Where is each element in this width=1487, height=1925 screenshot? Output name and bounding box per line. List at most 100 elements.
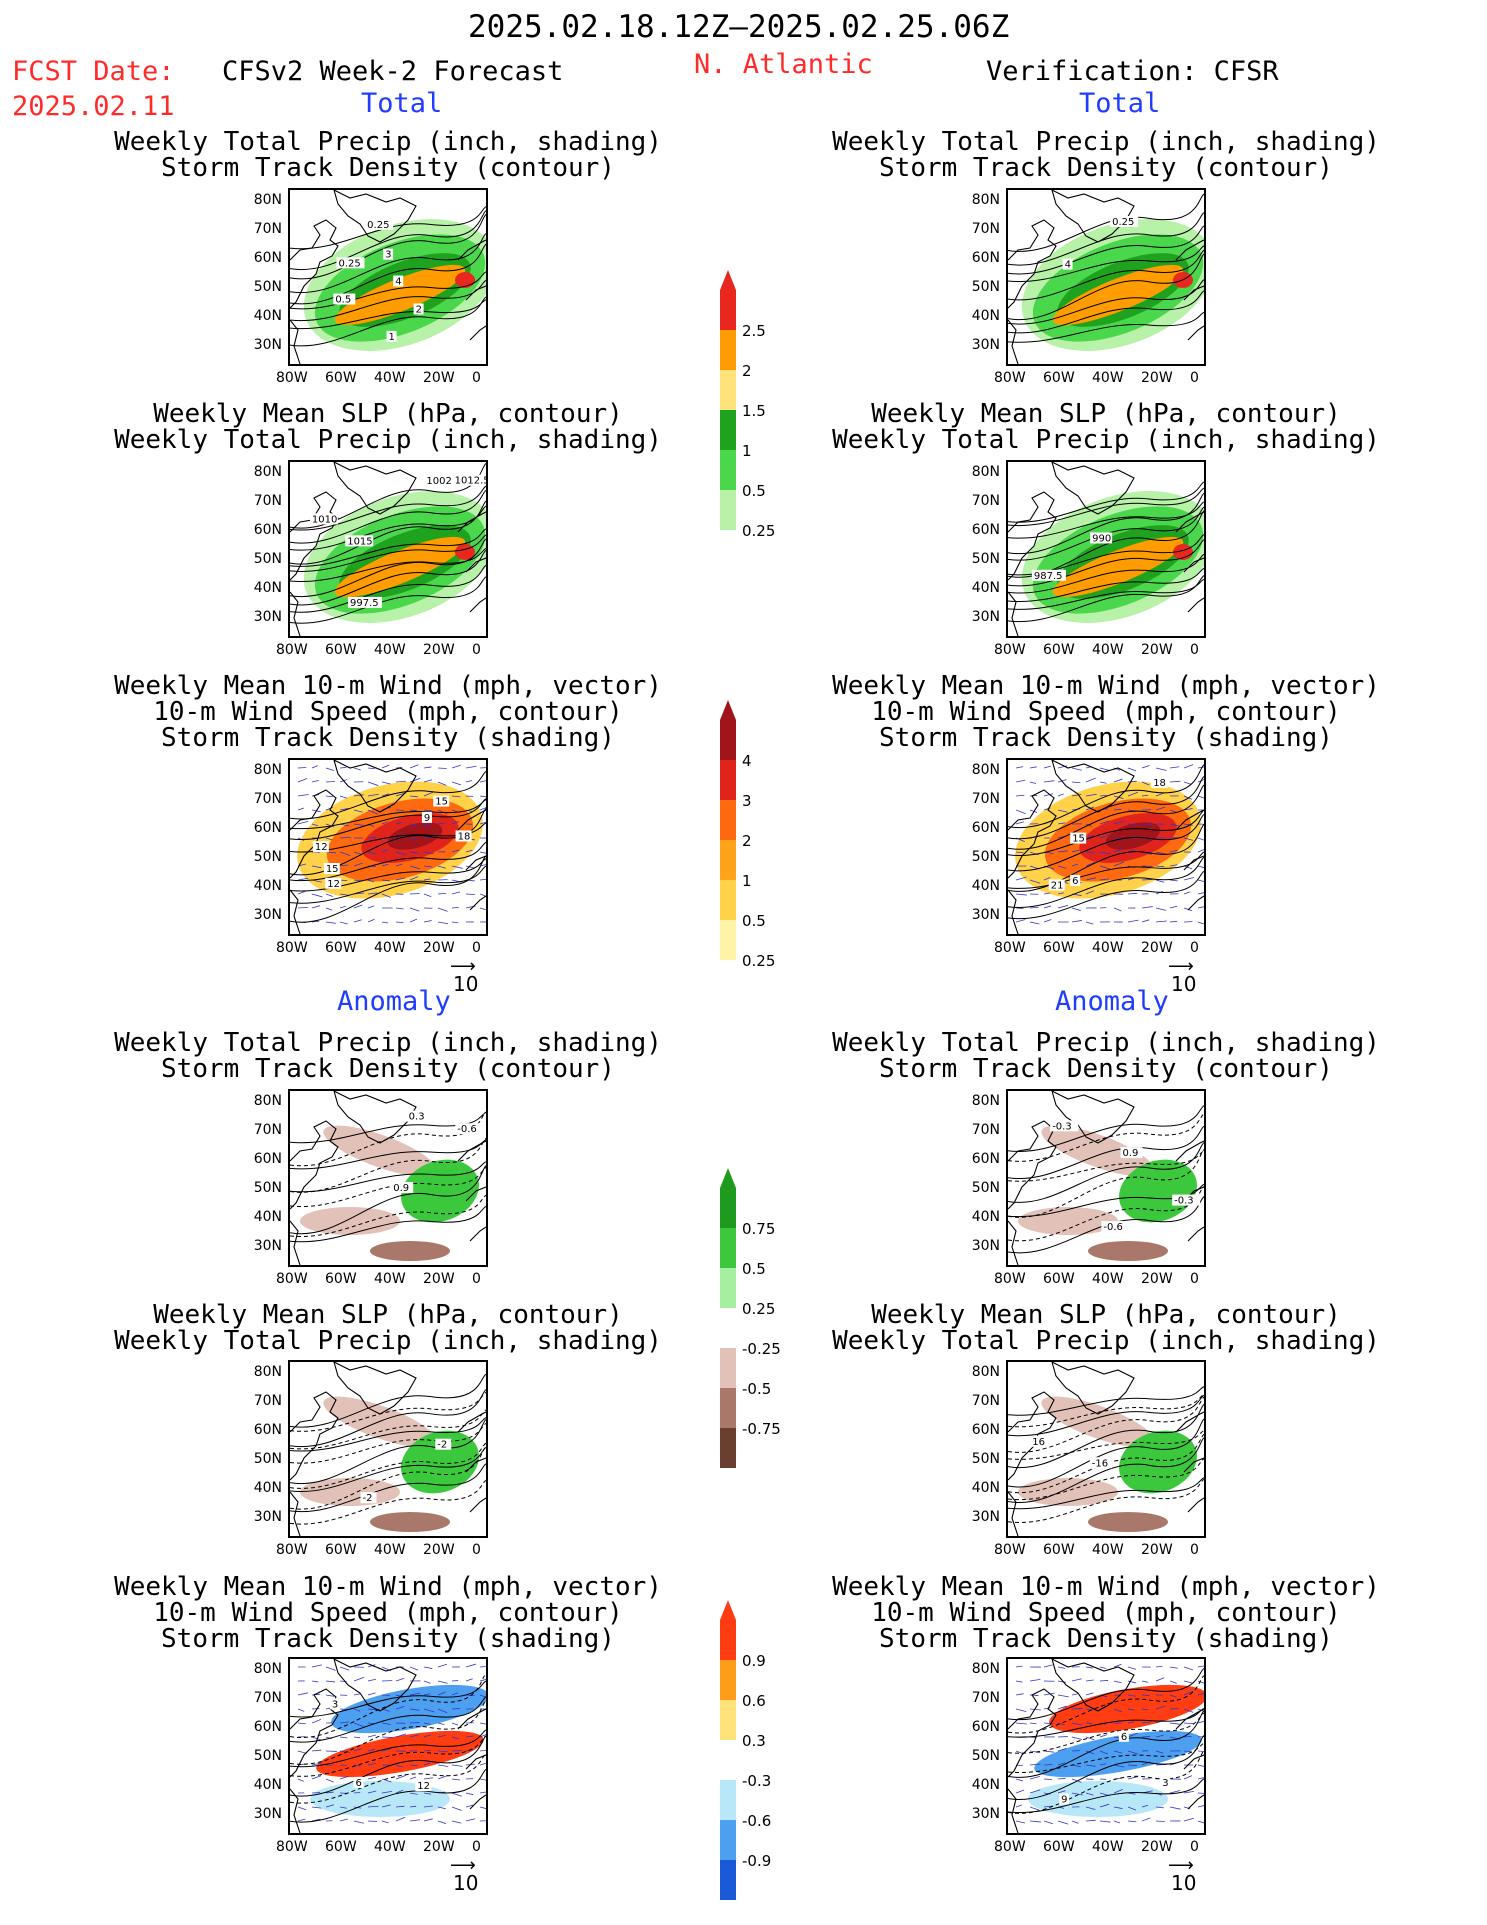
- latitude-tick-label: 40N: [971, 308, 1000, 324]
- wind-vector: [479, 878, 486, 881]
- colorbar: [720, 1168, 736, 1472]
- latitude-tick-label: 30N: [971, 1509, 1000, 1525]
- wind-vector: [1197, 1777, 1204, 1780]
- contour-line: [1008, 809, 1204, 857]
- longitude-tick-label: 0: [1190, 1271, 1199, 1287]
- wind-vector: [311, 1818, 321, 1822]
- contour-label: 0.25: [367, 220, 389, 231]
- longitude-tick-label: 40W: [1092, 1271, 1124, 1287]
- map-panel: -2 -2: [288, 1360, 488, 1538]
- wind-vector: [1197, 837, 1204, 841]
- wind-vector: [395, 821, 403, 825]
- wind-vector: [465, 1678, 473, 1682]
- wind-vector: [325, 1680, 336, 1683]
- contour-label: 3: [332, 1699, 338, 1710]
- coastline: [1175, 239, 1204, 341]
- wind-vector: [381, 863, 389, 867]
- wind-vector: [325, 907, 333, 911]
- wind-vector: [1127, 1666, 1136, 1670]
- longitude-tick-label: 0: [472, 370, 481, 386]
- contour-line: [1008, 1418, 1204, 1488]
- latitude-tick-label: 50N: [253, 1748, 282, 1764]
- wind-vector: [367, 1678, 377, 1682]
- coastline: [457, 1411, 486, 1513]
- wind-vector: [381, 849, 388, 853]
- wind-vector: [1197, 795, 1204, 799]
- coastline: [1175, 809, 1204, 911]
- wind-vector: [1113, 821, 1124, 825]
- coastline: [290, 219, 339, 309]
- wind-vector: [325, 1666, 336, 1671]
- contour-label: 0.3: [409, 1112, 425, 1123]
- colorbar-segment: [720, 330, 736, 370]
- map-panel: 0.25 4: [1006, 188, 1206, 366]
- coastline: [1175, 1708, 1204, 1810]
- wind-vector: [1127, 1732, 1138, 1738]
- wind-vector: [353, 1736, 361, 1739]
- precip-anomaly-shading: [1119, 1159, 1197, 1223]
- longitude-tick-label: 20W: [423, 1839, 455, 1855]
- coastline: [290, 889, 301, 934]
- wind-vector: [479, 795, 486, 798]
- contour-line: [1008, 1393, 1204, 1428]
- contour-line: [1008, 1458, 1204, 1501]
- longitude-tick-label: 40W: [1092, 642, 1124, 658]
- contour-line: [290, 1680, 486, 1718]
- colorbar-segment: [720, 880, 736, 920]
- wind-vector: [1141, 1721, 1152, 1724]
- contour-label-bg: [435, 1438, 452, 1450]
- longitude-tick-label: 40W: [374, 1542, 406, 1558]
- wind-vector: [1043, 793, 1054, 797]
- wind-vector: [353, 851, 362, 855]
- wind-vector: [297, 1722, 306, 1725]
- map-panel: -0.6 0.9 0.3: [288, 1089, 488, 1267]
- wind-vector: [1057, 905, 1069, 909]
- wind-vector: [451, 821, 460, 825]
- colorbar-segment: [720, 1308, 736, 1348]
- wind-vector: [1127, 1750, 1139, 1755]
- wind-vector: [395, 1733, 407, 1738]
- wind-vector: [297, 1806, 307, 1811]
- wind-vector: [451, 849, 460, 853]
- wind-vector: [1029, 1775, 1040, 1780]
- longitude-tick-label: 40W: [374, 940, 406, 956]
- colorbar-segment: [720, 920, 736, 960]
- latitude-tick-label: 80N: [971, 1093, 1000, 1109]
- wind-vector: [395, 1677, 405, 1682]
- colorbar-segment: [720, 1168, 736, 1228]
- coastline: [1008, 1491, 1019, 1536]
- wind-vector: [367, 809, 378, 815]
- wind-vector: [1169, 920, 1178, 923]
- contour-label-bg: [365, 218, 394, 230]
- latitude-tick-label: 40N: [971, 1480, 1000, 1496]
- latitude-tick-label: 70N: [971, 493, 1000, 509]
- contour-label: 12: [327, 879, 340, 890]
- latitude-tick-label: 40N: [253, 1480, 282, 1496]
- wind-vector: [381, 879, 390, 882]
- wind-vector: [1197, 906, 1204, 909]
- contour-label: 21: [1051, 880, 1064, 891]
- wind-vector: [1029, 781, 1037, 784]
- coastline: [1008, 889, 1019, 934]
- wind-vector: [395, 1764, 403, 1768]
- wind-vector: [479, 1722, 486, 1725]
- wind-vector: [437, 921, 449, 925]
- latitude-tick-label: 70N: [971, 1393, 1000, 1409]
- wind-vector: [1169, 823, 1181, 827]
- wind-vector: [479, 1762, 486, 1766]
- colorbar-label: 0.75: [742, 1220, 776, 1238]
- wind-vector: [367, 1722, 375, 1725]
- longitude-tick-label: 0: [472, 1839, 481, 1855]
- panel-title-line: Weekly Total Precip (inch, shading): [832, 1326, 1380, 1356]
- contour-label: -2: [363, 1493, 373, 1504]
- longitude-tick-label: 60W: [1043, 940, 1075, 956]
- latitude-tick-label: 40N: [253, 1777, 282, 1793]
- wind-vector: [1127, 1764, 1138, 1766]
- wind-vector: [339, 1750, 350, 1753]
- wind-vector: [423, 851, 434, 855]
- wind-vector: [311, 1806, 322, 1809]
- wind-vector: [325, 893, 334, 897]
- coastline: [290, 319, 301, 364]
- contour-label-bg: [433, 795, 450, 807]
- wind-vector: [367, 1708, 378, 1711]
